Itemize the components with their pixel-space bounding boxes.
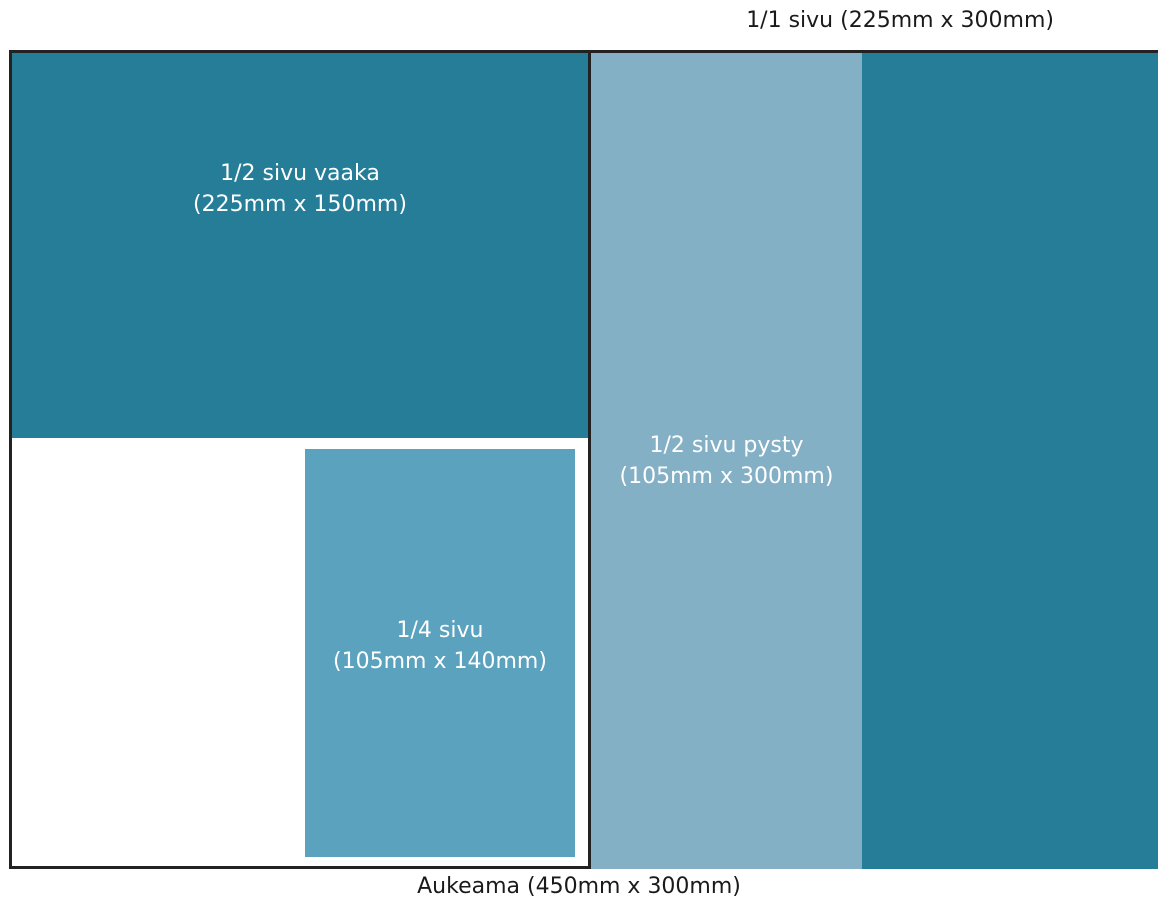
- quarter-page-block: 1/4 sivu (105mm x 140mm): [305, 449, 575, 857]
- spread-frame: 1/2 sivu pysty (105mm x 300mm) 1/2 sivu …: [9, 50, 1158, 869]
- half-page-vertical-label: 1/2 sivu pysty (105mm x 300mm): [620, 430, 834, 492]
- quarter-page-label: 1/4 sivu (105mm x 140mm): [333, 615, 547, 677]
- quarter-page-size: (105mm x 140mm): [333, 649, 547, 674]
- half-page-vertical-title: 1/2 sivu pysty: [649, 433, 804, 458]
- half-page-vertical-block: 1/2 sivu pysty (105mm x 300mm): [591, 53, 862, 869]
- page-divider: [588, 53, 591, 866]
- full-page-label: 1/1 sivu (225mm x 300mm): [746, 8, 1054, 33]
- half-page-horizontal-title: 1/2 sivu vaaka: [220, 160, 380, 186]
- half-page-horizontal-size: (225mm x 150mm): [193, 191, 407, 217]
- half-page-horizontal-block: 1/2 sivu vaaka (225mm x 150mm): [12, 53, 588, 438]
- half-page-horizontal-label: 1/2 sivu vaaka (225mm x 150mm): [193, 158, 407, 220]
- quarter-page-title: 1/4 sivu: [396, 618, 484, 643]
- half-page-vertical-size: (105mm x 300mm): [619, 464, 834, 489]
- spread-label: Aukeama (450mm x 300mm): [417, 874, 741, 899]
